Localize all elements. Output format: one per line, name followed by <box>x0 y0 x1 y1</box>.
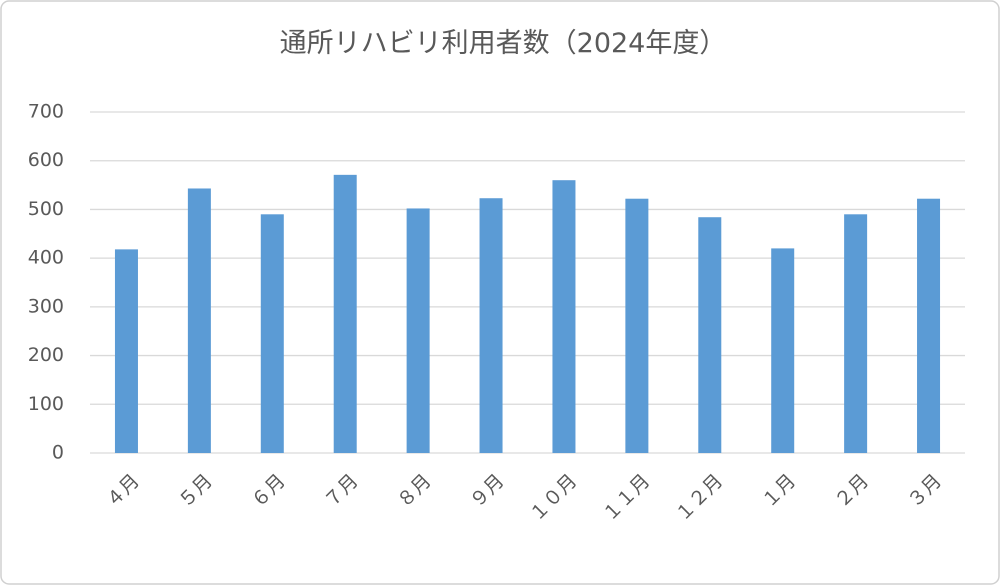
bar <box>698 217 722 453</box>
bar <box>187 188 211 453</box>
y-tick-label: 400 <box>28 247 64 269</box>
y-tick-label: 100 <box>28 393 64 415</box>
y-tick-label: 500 <box>28 198 64 220</box>
bar <box>260 214 284 453</box>
bar <box>333 174 357 453</box>
y-tick-label: 200 <box>28 344 64 366</box>
bar <box>917 198 941 453</box>
bar <box>844 214 868 453</box>
bar <box>771 248 795 453</box>
bar <box>552 180 576 453</box>
bar <box>406 208 430 453</box>
bar <box>625 198 649 453</box>
bar <box>114 249 138 453</box>
y-tick-label: 600 <box>28 149 64 171</box>
y-tick-label: 0 <box>52 442 64 464</box>
y-tick-label: 700 <box>28 101 64 123</box>
chart-title: 通所リハビリ利用者数（2024年度） <box>280 28 727 59</box>
y-tick-label: 300 <box>28 295 64 317</box>
bar <box>479 198 503 453</box>
